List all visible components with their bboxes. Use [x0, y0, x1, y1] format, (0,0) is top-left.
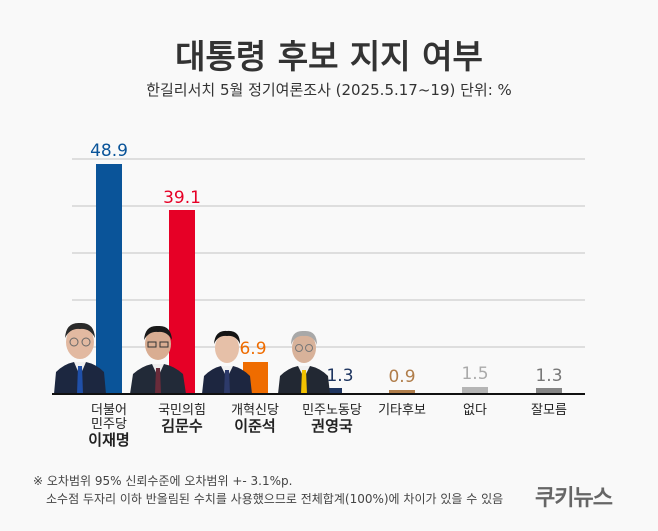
gridline [72, 252, 585, 254]
value-label-none: 1.5 [461, 364, 489, 384]
party-name: 민주노동당 [302, 403, 362, 418]
candidate-name: 이준석 [234, 417, 276, 435]
category-label-lee-jaemyung: 더불어 민주당 이재명 [69, 404, 149, 449]
gridline [72, 205, 585, 207]
chart-subtitle: 한길리서치 5월 정기여론조사 (2025.5.17~19) 단위: % [146, 81, 512, 99]
footnote-margin-of-error: ※ 오차범위 95% 신뢰수준에 오차범위 +- 3.1%p. [33, 474, 293, 488]
x-axis-baseline [52, 393, 585, 395]
candidate-name: 이재명 [88, 431, 130, 449]
category-label-lee-junseok: 개혁신당 이준석 [215, 404, 295, 435]
party-name: 더불어 [91, 403, 127, 418]
party-name: 국민의힘 [158, 403, 206, 418]
value-label-kim-moonsoo: 39.1 [163, 188, 201, 208]
candidate-photo-kim-moonsoo [130, 325, 186, 394]
value-label-lee-junseok: 6.9 [239, 339, 267, 359]
bar-lee-jaemyung [96, 164, 122, 394]
category-name: 없다 [463, 403, 487, 418]
chart-title: 대통령 후보 지지 여부 [175, 37, 483, 76]
candidate-photo-lee-jaemyung [54, 322, 106, 394]
category-name: 잘모름 [531, 403, 567, 418]
candidate-photo-lee-junseok [202, 330, 252, 394]
value-label-kwon-youngguk: 1.3 [326, 366, 354, 386]
value-label-other-candidate: 0.9 [388, 367, 416, 387]
bar-kim-moonsoo [169, 210, 195, 394]
bar-other-candidate [389, 390, 415, 394]
category-label-kim-moonsoo: 국민의힘 김문수 [142, 404, 222, 435]
party-name: 민주당 [91, 417, 127, 432]
category-label-other-candidate: 기타후보 [362, 404, 442, 418]
footnote-rounding: 소수점 두자리 이하 반올림된 수치를 사용했으므로 전체합계(100%)에 차… [46, 492, 504, 506]
publisher-logo: 쿠키뉴스 [535, 486, 613, 511]
gridline [72, 158, 585, 160]
value-label-dont-know: 1.3 [535, 366, 563, 386]
candidate-photo-kwon-youngguk [278, 330, 330, 394]
gridline [72, 299, 585, 301]
bar-kwon-youngguk [324, 388, 342, 394]
candidate-name: 권영국 [311, 417, 353, 435]
gridline [72, 346, 585, 348]
candidate-name: 김문수 [161, 417, 203, 435]
category-label-dont-know: 잘모름 [509, 404, 589, 418]
value-label-lee-jaemyung: 48.9 [90, 141, 128, 161]
bar-dont-know [536, 388, 562, 394]
category-name: 기타후보 [378, 403, 426, 418]
party-name: 개혁신당 [231, 403, 279, 418]
bar-none [462, 387, 488, 394]
category-label-kwon-youngguk: 민주노동당 권영국 [292, 404, 372, 435]
category-label-none: 없다 [435, 404, 515, 418]
